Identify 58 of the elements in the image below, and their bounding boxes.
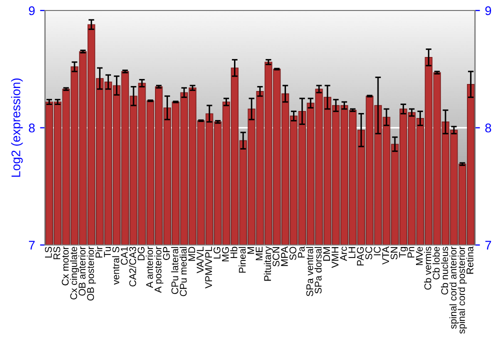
x-tick-label: A posterior: [154, 246, 164, 293]
x-tick-label: SN: [390, 247, 398, 260]
y-tick-label: 7: [28, 240, 35, 250]
x-tick-label: Tg: [399, 247, 408, 258]
x-tick-label: SCN: [272, 247, 280, 266]
y2-tick-label: 7: [485, 240, 492, 250]
x-tick-label: IC: [374, 246, 381, 256]
x-tick-label: Retina: [466, 246, 474, 274]
x-tick-label: M: [247, 247, 254, 254]
y-axis-title: Log2 (expression): [11, 78, 23, 177]
x-tick-label: CPu lateral: [171, 247, 178, 294]
x-tick-label: VMH: [332, 247, 338, 268]
x-tick-label: DG: [138, 247, 145, 260]
x-tick-label: MPA: [281, 246, 288, 266]
x-tick-label: SPa dorsal: [314, 247, 322, 294]
y-tick-label: 9: [28, 6, 35, 16]
x-tick-label: VTA: [382, 246, 389, 265]
x-tick-label: Pineal: [238, 247, 246, 273]
x-tick-label: Pir: [95, 246, 102, 258]
x-tick-label: LS: [44, 246, 52, 258]
x-tick-label: LH: [348, 247, 356, 258]
x-tick-label: Cb vermis: [424, 246, 432, 290]
x-tick-label: DM: [323, 247, 330, 261]
x-tick-label: OB anterior: [78, 246, 86, 296]
x-tick-label: Pa: [298, 246, 305, 258]
x-tick-label: SPa ventral: [306, 247, 314, 296]
x-tick-label: OB posterior: [86, 246, 96, 300]
x-tick-label: CA1: [120, 246, 128, 265]
x-tick-label: SO: [289, 246, 296, 260]
x-tick-label: VPM/VPL: [204, 246, 212, 288]
x-tick-label: Arc: [340, 246, 347, 261]
x-tick-label: MG: [222, 247, 229, 262]
x-tick-label: SC: [365, 246, 372, 260]
x-tick-label: Cx motor: [62, 246, 69, 286]
x-tick-label: ME: [256, 246, 263, 260]
x-tick-label: CPu medial: [180, 247, 187, 296]
y2-tick-label: 8: [485, 124, 492, 132]
x-tick-label: Tu: [104, 247, 111, 258]
y-tick-label: 8: [28, 124, 35, 132]
x-tick-label: spinal cord posterior: [458, 246, 467, 334]
x-tick-label: MVe: [416, 246, 423, 266]
x-tick-label: VA/VL: [196, 246, 204, 274]
x-tick-label: GP: [162, 246, 170, 260]
y2-tick-label: 9: [485, 6, 492, 16]
x-tick-label: Pituitary: [264, 246, 273, 281]
x-tick-label: CA2/CA3: [129, 246, 136, 286]
x-tick-label: Cx cingulate: [70, 246, 80, 300]
x-tick-label: Cb nucleus: [440, 246, 448, 295]
x-tick-label: ventral S: [112, 246, 120, 285]
x-tick-label: PAG: [356, 247, 364, 266]
x-tick-label: LG: [214, 247, 220, 259]
x-tick-label: spinal cord anterior: [449, 246, 458, 329]
x-tick-label: MD: [188, 246, 196, 261]
x-tick-label: Cb lobe: [432, 246, 440, 280]
x-tick-label: A anterior: [146, 246, 153, 288]
x-tick-label: Hb: [230, 246, 238, 258]
x-tick-label: Pn: [408, 247, 414, 258]
x-tick-label: RS: [53, 246, 60, 260]
